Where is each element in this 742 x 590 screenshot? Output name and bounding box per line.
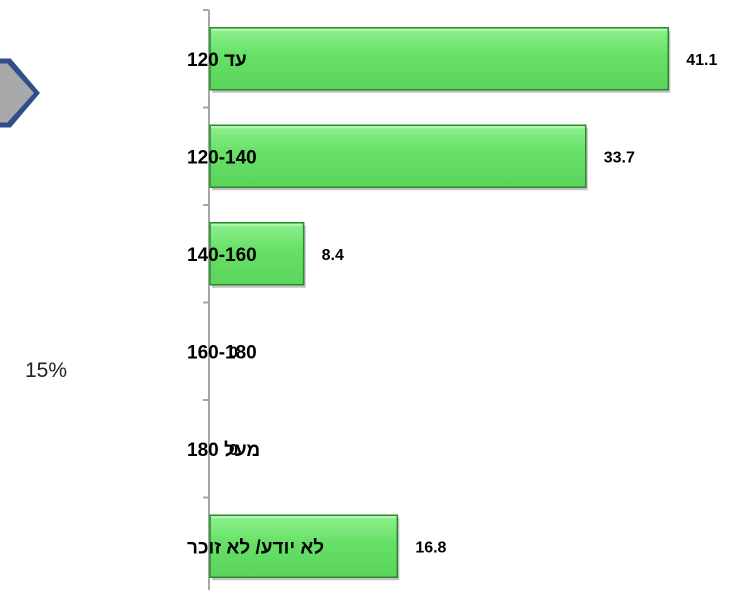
partial-percent-text: 15%: [25, 359, 67, 382]
category-label: מעל 180: [187, 440, 260, 461]
bar: [209, 222, 305, 286]
category-label: לא יודע/ לא זוכר: [187, 537, 324, 558]
category-axis: [203, 9, 210, 590]
bar: [209, 27, 670, 91]
value-label: 16.8: [415, 539, 446, 556]
category-label: 160-180: [187, 342, 257, 363]
category-label: 120-140: [187, 147, 257, 168]
value-label: 33.7: [604, 149, 635, 166]
value-label: 0: [229, 442, 238, 459]
bars: [209, 27, 671, 581]
value-label: 41.1: [686, 52, 717, 69]
category-labels: עד 120 120-140 140-160 160-180 מעל 180 לא יוד…: [187, 50, 324, 559]
value-label: 0: [229, 344, 238, 361]
value-label: 8.4: [322, 247, 344, 264]
value-labels: 41.1 33.7 8.4 0 0 16.8: [229, 52, 718, 557]
arrow-shape-body: [0, 60, 39, 126]
category-label: 140-160: [187, 245, 257, 266]
bar: [209, 514, 399, 578]
bar: [209, 124, 587, 188]
category-label: עד 120: [187, 50, 247, 71]
